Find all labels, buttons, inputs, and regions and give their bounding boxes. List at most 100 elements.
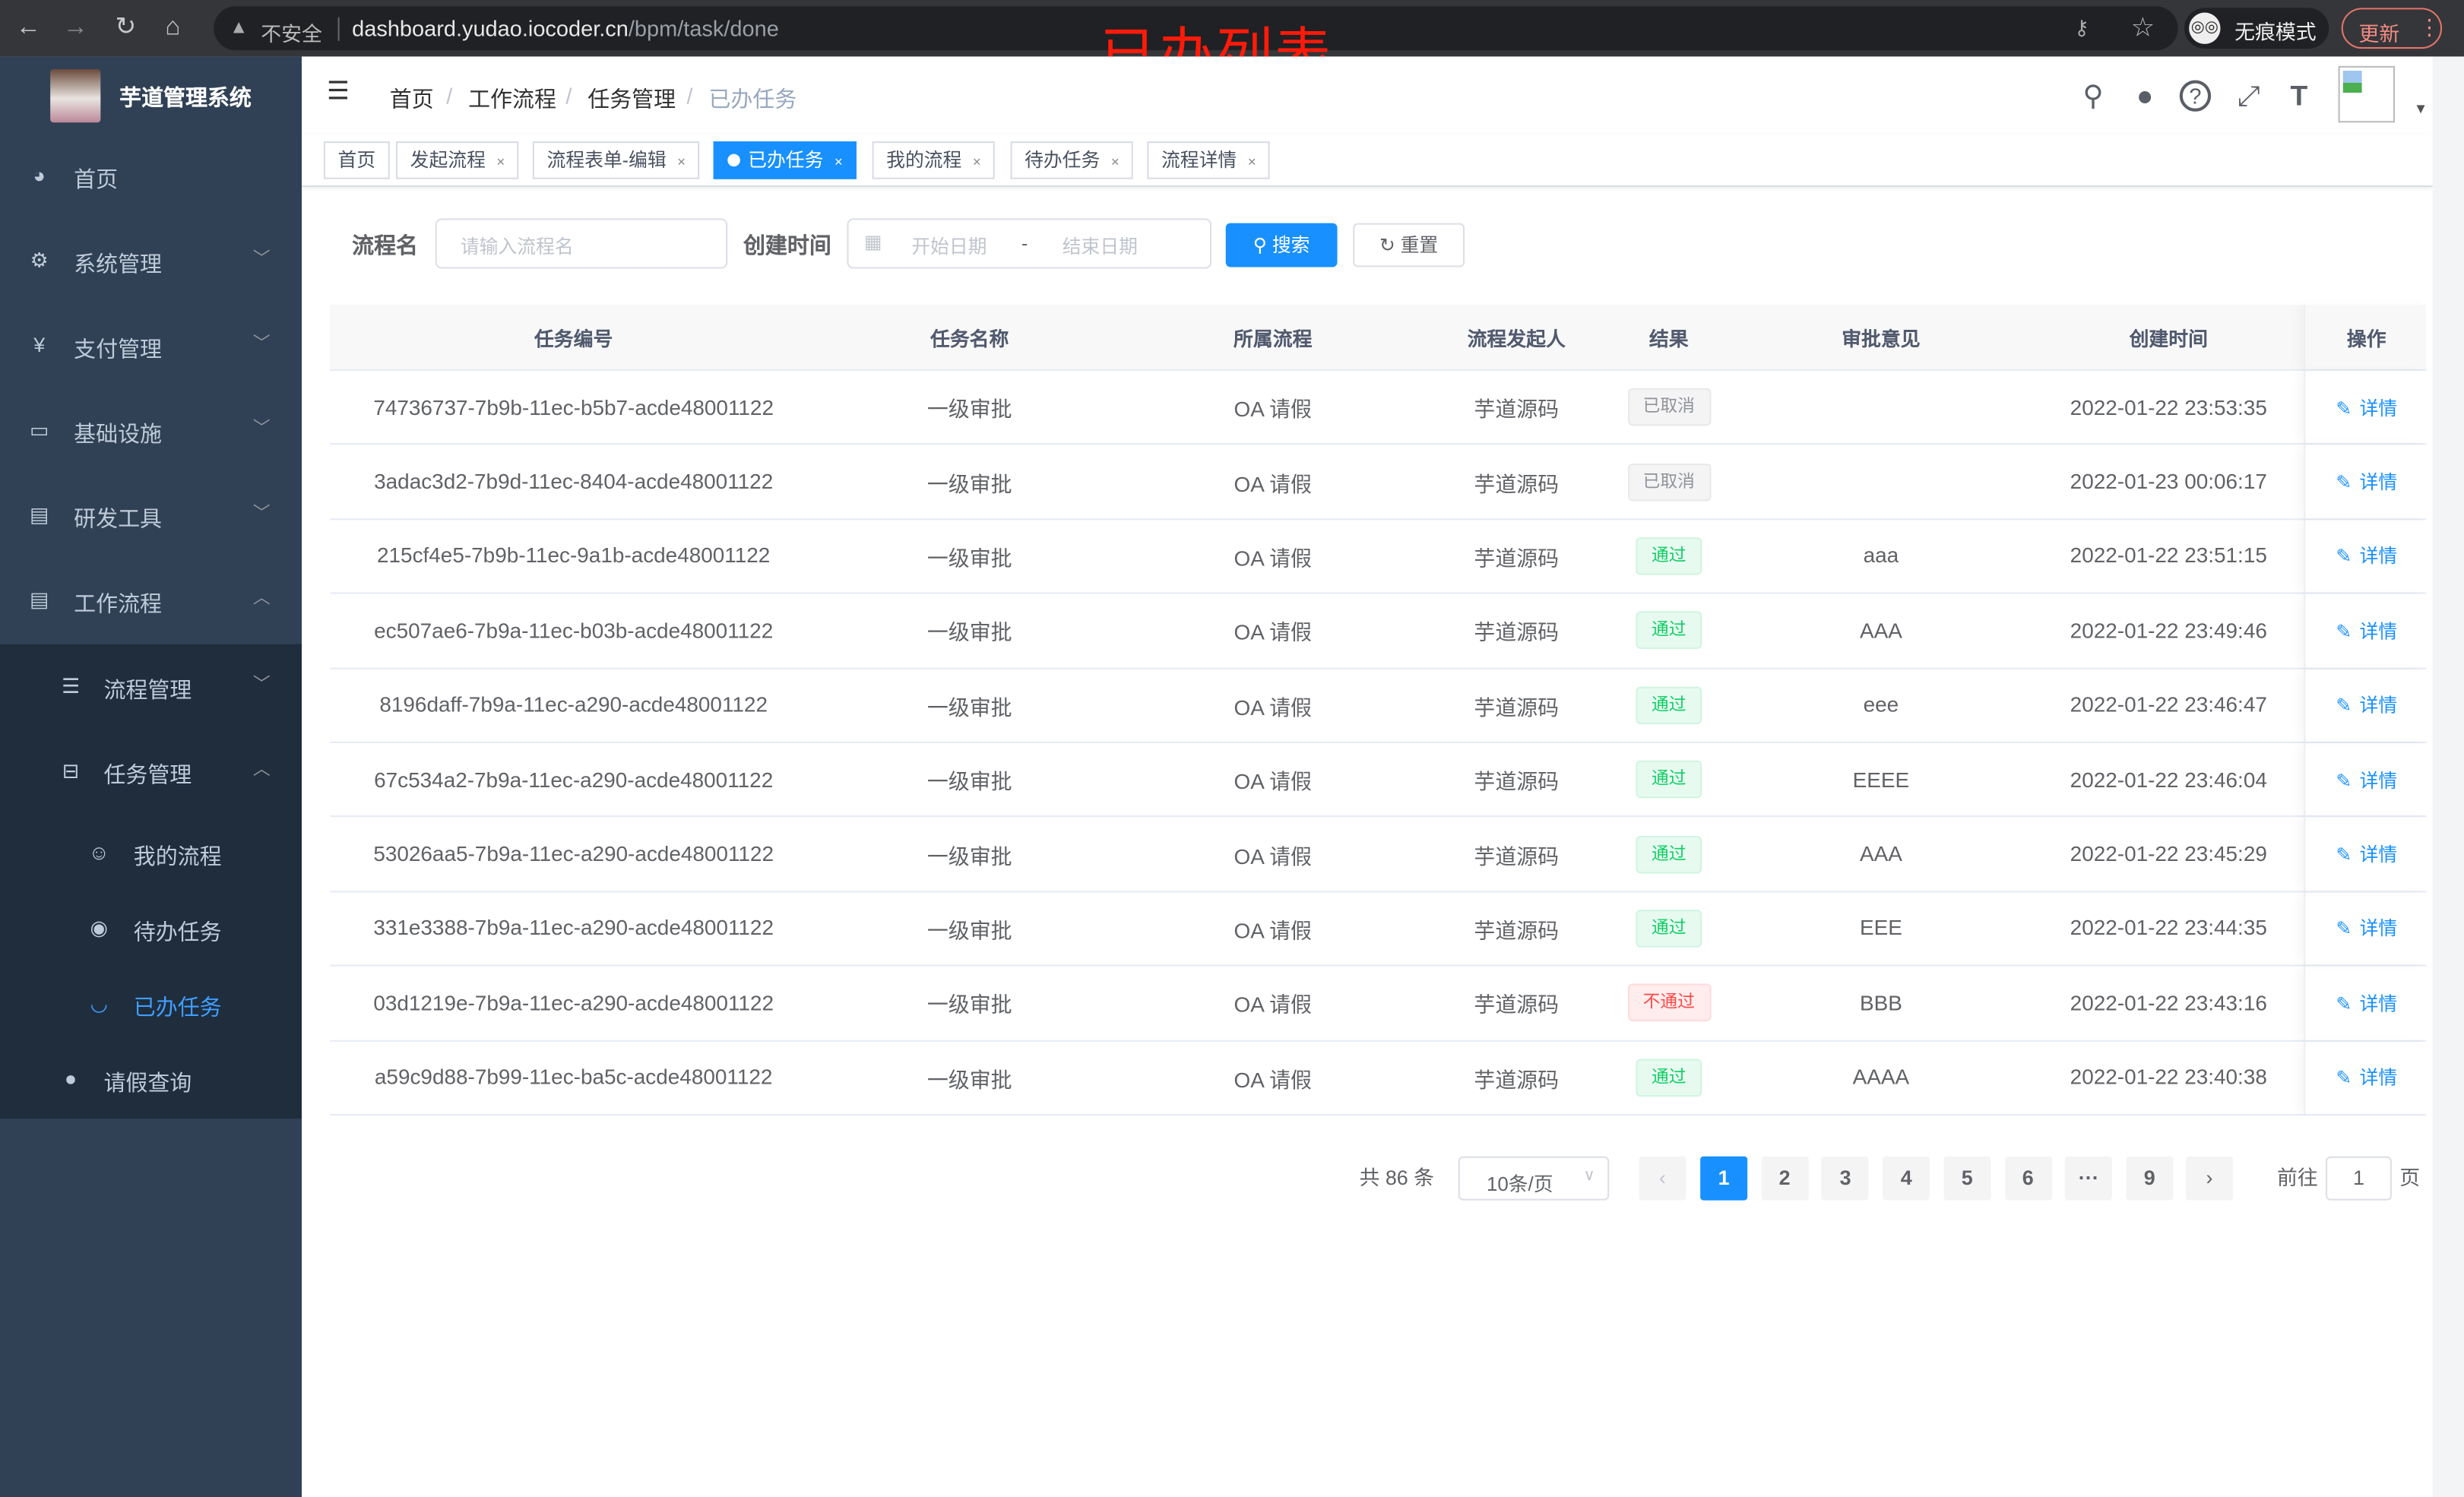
hamburger-icon[interactable]: ☰	[327, 78, 350, 106]
status-badge: 通过	[1636, 686, 1702, 724]
sidebar-item-label: 任务管理	[103, 761, 192, 787]
sidebar-item-infra[interactable]: ▭ 基础设施 ﹀	[0, 390, 302, 475]
process-name-input[interactable]: 请输入流程名	[435, 218, 728, 269]
page-size-select[interactable]: 10条/页 ∨	[1458, 1156, 1610, 1201]
github-icon[interactable]: ●	[2136, 80, 2154, 112]
fullscreen-icon[interactable]: ⤢	[2237, 80, 2260, 112]
status-badge: 通过	[1636, 909, 1702, 948]
calendar-icon: ▦	[864, 230, 882, 253]
table-row: ec507ae6-7b9a-11ec-b03b-acde48001122 一级审批…	[330, 593, 2427, 669]
goto-page-input[interactable]: 1	[2326, 1156, 2392, 1201]
page-button[interactable]: 5	[1943, 1156, 1991, 1201]
avatar[interactable]	[2338, 65, 2396, 123]
forward-icon[interactable]: →	[62, 14, 88, 41]
key-icon[interactable]: ⚷	[2074, 15, 2089, 40]
home-icon[interactable]: ⌂	[165, 14, 181, 41]
status-badge: 通过	[1636, 1058, 1702, 1097]
reload-icon[interactable]: ↻	[115, 14, 137, 41]
sidebar-item-todo[interactable]: ◉ 待办任务	[0, 888, 302, 963]
eye-icon: ◉	[90, 916, 108, 940]
search-icon[interactable]: ⚲	[2082, 80, 2104, 112]
detail-button[interactable]: ✎ 详情	[2336, 543, 2397, 569]
star-icon[interactable]: ☆	[2130, 12, 2155, 43]
detail-button[interactable]: ✎ 详情	[2336, 766, 2397, 793]
edit-icon: ✎	[2336, 471, 2352, 494]
tag-my-process[interactable]: 我的流程 ×	[872, 141, 996, 179]
result-cell: 通过	[1609, 1041, 1728, 1114]
tags-view: 首页 发起流程 × 流程表单-编辑 × 已办任务 × 我的流程 × 待办任务 × 流程详情…	[301, 135, 2433, 188]
back-icon[interactable]: ←	[15, 14, 41, 41]
task-name: 一级审批	[926, 621, 1012, 645]
tag-done-tasks[interactable]: 已办任务 ×	[713, 141, 857, 179]
sidebar-item-system[interactable]: ⚙ 系统管理 ﹀	[0, 220, 302, 305]
sidebar-item-my-process[interactable]: ☺ 我的流程	[0, 812, 302, 888]
search-button[interactable]: ⚲ 搜索	[1225, 223, 1338, 267]
chevron-up-icon: ︿	[252, 589, 271, 609]
tag-home[interactable]: 首页	[323, 141, 390, 179]
detail-button[interactable]: ✎ 详情	[2336, 840, 2397, 867]
detail-label: 详情	[2359, 992, 2398, 1015]
incognito-badge[interactable]: ◎◎ 无痕模式	[2184, 8, 2329, 49]
process-starter: 芋道源码	[1474, 993, 1560, 1018]
font-size-icon[interactable]: T	[2290, 80, 2308, 112]
sidebar-item-workflow[interactable]: ▤ 工作流程 ︿	[0, 559, 302, 644]
tag-form-edit[interactable]: 流程表单-编辑 ×	[532, 141, 700, 179]
column-header: 操作	[2304, 305, 2428, 369]
detail-button[interactable]: ✎ 详情	[2336, 617, 2397, 644]
detail-button[interactable]: ✎ 详情	[2336, 468, 2397, 495]
close-icon[interactable]: ×	[1110, 153, 1120, 170]
approval-comment: EEEE	[1852, 767, 1910, 792]
close-icon[interactable]: ×	[496, 153, 505, 170]
close-icon[interactable]: ×	[1247, 153, 1256, 170]
detail-button[interactable]: ✎ 详情	[2336, 394, 2397, 420]
tag-label: 已办任务	[748, 149, 824, 172]
next-page-button[interactable]: ›	[2186, 1156, 2234, 1201]
page-button[interactable]: 2	[1761, 1156, 1809, 1201]
more-pages-button[interactable]: ···	[2065, 1156, 2113, 1201]
detail-button[interactable]: ✎ 详情	[2336, 989, 2397, 1016]
page-button[interactable]: 3	[1822, 1156, 1870, 1201]
process-starter: 芋道源码	[1474, 919, 1560, 943]
result-cell: 通过	[1609, 520, 1728, 593]
page-scrollbar[interactable]	[2432, 56, 2464, 1497]
sidebar-item-home[interactable]: ◕ 首页	[0, 135, 302, 220]
address-bar[interactable]: ▲ 不安全 dashboard.yudao.iocoder.cn/bpm/tas…	[214, 6, 2178, 51]
page-button[interactable]: 1	[1700, 1156, 1748, 1201]
update-button[interactable]: 更新 ⋮	[2341, 8, 2443, 49]
sidebar-item-label: 基础设施	[74, 421, 162, 447]
page-button[interactable]: 9	[2126, 1156, 2174, 1201]
breadcrumb-workflow[interactable]: 工作流程	[468, 86, 556, 112]
detail-button[interactable]: ✎ 详情	[2336, 1064, 2397, 1090]
page-button[interactable]: 6	[2004, 1156, 2052, 1201]
sidebar-item-pay[interactable]: ¥ 支付管理 ﹀	[0, 305, 302, 390]
close-icon[interactable]: ×	[972, 153, 981, 170]
help-icon[interactable]: ?	[2179, 80, 2212, 112]
start-date-input[interactable]: 开始日期	[911, 236, 987, 258]
sidebar-item-devtools[interactable]: ▤ 研发工具 ﹀	[0, 474, 302, 559]
end-date-input[interactable]: 结束日期	[1062, 236, 1138, 258]
result-cell: 通过	[1609, 669, 1728, 742]
sidebar-item-leave[interactable]: ● 请假查询	[0, 1039, 302, 1117]
detail-button[interactable]: ✎ 详情	[2336, 915, 2397, 942]
breadcrumb-task-manage[interactable]: 任务管理	[587, 86, 676, 112]
sidebar-item-process-manage[interactable]: ☰ 流程管理 ﹀	[0, 646, 302, 731]
sidebar-item-done[interactable]: ◡ 已办任务	[0, 963, 302, 1038]
sidebar-item-task-manage[interactable]: ⊟ 任务管理 ︿	[0, 730, 302, 815]
page-button[interactable]: 4	[1883, 1156, 1930, 1201]
tag-label: 流程详情	[1161, 149, 1237, 172]
tag-process-detail[interactable]: 流程详情 ×	[1147, 141, 1271, 179]
process-starter: 芋道源码	[1474, 1068, 1560, 1092]
caret-down-icon[interactable]: ▼	[2413, 100, 2428, 117]
tag-todo[interactable]: 待办任务 ×	[1010, 141, 1134, 179]
close-icon[interactable]: ×	[677, 153, 686, 170]
dashboard-icon: ◕	[33, 163, 46, 188]
chevron-down-icon: ﹀	[252, 249, 271, 269]
close-icon[interactable]: ×	[834, 153, 843, 170]
tag-start-process[interactable]: 发起流程 ×	[396, 141, 519, 179]
task-name: 一级审批	[926, 1068, 1012, 1092]
detail-button[interactable]: ✎ 详情	[2336, 692, 2397, 718]
prev-page-button[interactable]: ‹	[1639, 1156, 1686, 1201]
reset-button[interactable]: ↻ 重置	[1353, 223, 1465, 267]
breadcrumb-home[interactable]: 首页	[389, 86, 434, 112]
date-range-picker[interactable]: ▦ 开始日期 - 结束日期	[847, 218, 1212, 269]
